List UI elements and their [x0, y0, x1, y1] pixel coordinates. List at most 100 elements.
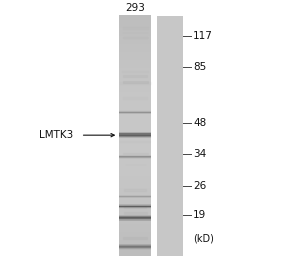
Bar — [119, 205, 151, 206]
Bar — [119, 245, 151, 246]
Bar — [119, 113, 151, 114]
Bar — [119, 195, 151, 196]
Bar — [119, 15, 151, 20]
Bar — [119, 172, 151, 176]
Bar — [119, 131, 151, 136]
Bar — [119, 218, 151, 219]
Bar — [119, 119, 151, 124]
Bar — [119, 204, 151, 205]
Bar — [119, 128, 151, 132]
Bar — [119, 156, 151, 157]
Bar — [119, 180, 151, 184]
Bar — [119, 157, 151, 158]
Bar — [119, 110, 151, 111]
Bar — [119, 158, 151, 159]
Bar — [119, 47, 151, 52]
Text: 19: 19 — [193, 210, 206, 220]
Bar — [119, 55, 151, 60]
Bar — [119, 100, 151, 104]
Bar — [119, 112, 151, 113]
Bar — [119, 197, 151, 198]
Text: (kD): (kD) — [193, 234, 214, 244]
Bar — [119, 200, 151, 204]
Bar — [119, 152, 151, 156]
Bar — [119, 95, 151, 100]
Bar — [119, 249, 151, 250]
Bar — [119, 71, 151, 76]
Bar — [119, 248, 151, 252]
Bar — [119, 183, 151, 188]
Text: 85: 85 — [193, 62, 206, 72]
Bar — [119, 133, 151, 134]
Bar — [119, 143, 151, 148]
Bar — [119, 76, 151, 80]
Text: 26: 26 — [193, 181, 206, 191]
Bar — [119, 83, 151, 88]
Bar — [119, 215, 151, 216]
Bar — [119, 132, 151, 133]
Bar — [119, 167, 151, 172]
Bar — [119, 244, 151, 245]
Bar — [119, 232, 151, 236]
Bar — [119, 103, 151, 108]
Bar — [119, 135, 151, 136]
Bar — [119, 147, 151, 152]
Bar — [119, 252, 151, 256]
Bar — [119, 228, 151, 232]
Bar — [119, 235, 151, 240]
Bar — [119, 111, 151, 112]
Bar — [119, 111, 151, 116]
Bar — [119, 248, 151, 249]
Text: 117: 117 — [193, 31, 213, 41]
Bar — [119, 216, 151, 217]
Bar — [119, 63, 151, 68]
Bar — [119, 246, 151, 247]
Bar — [119, 39, 151, 44]
Bar — [119, 220, 151, 224]
Bar — [119, 137, 151, 138]
Bar — [119, 135, 151, 140]
Bar — [119, 239, 151, 244]
Bar — [119, 176, 151, 180]
Bar — [119, 187, 151, 192]
Text: 48: 48 — [193, 118, 206, 128]
Bar — [119, 197, 151, 198]
Text: 34: 34 — [193, 149, 206, 159]
Bar — [119, 59, 151, 64]
Bar — [119, 139, 151, 144]
Bar — [119, 79, 151, 84]
Bar — [119, 27, 151, 32]
Bar — [119, 156, 151, 157]
Bar — [119, 219, 151, 220]
Bar — [119, 204, 151, 208]
Bar — [119, 107, 151, 112]
Text: LMTK3: LMTK3 — [39, 130, 74, 140]
Bar — [119, 115, 151, 120]
Bar — [119, 220, 151, 221]
Bar — [119, 134, 151, 135]
Bar — [119, 215, 151, 220]
Bar — [119, 31, 151, 36]
Bar — [119, 123, 151, 128]
Text: 293: 293 — [125, 3, 145, 13]
Bar — [119, 246, 151, 247]
Bar — [119, 136, 151, 137]
Bar — [119, 155, 151, 160]
Bar — [119, 208, 151, 209]
Bar — [119, 208, 151, 212]
Bar — [119, 35, 151, 40]
Bar — [119, 208, 151, 209]
Bar — [119, 224, 151, 228]
Bar — [119, 247, 151, 248]
Bar — [119, 87, 151, 92]
Bar — [119, 243, 151, 248]
Bar — [119, 206, 151, 207]
Bar — [119, 23, 151, 28]
Bar — [119, 196, 151, 197]
Bar — [119, 217, 151, 218]
Bar — [119, 195, 151, 196]
Bar — [119, 91, 151, 96]
Bar — [119, 155, 151, 156]
Bar — [157, 16, 183, 256]
Bar — [119, 195, 151, 200]
